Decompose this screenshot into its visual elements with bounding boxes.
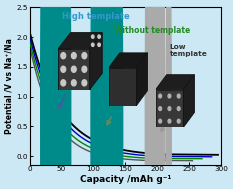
Circle shape — [151, 0, 155, 189]
Circle shape — [159, 107, 161, 111]
Circle shape — [168, 119, 171, 123]
Circle shape — [92, 35, 94, 38]
Circle shape — [55, 0, 61, 189]
Y-axis label: Potential /V vs Na⁺/Na: Potential /V vs Na⁺/Na — [5, 38, 14, 134]
Circle shape — [72, 53, 76, 59]
Circle shape — [61, 66, 66, 72]
Circle shape — [51, 0, 57, 189]
Circle shape — [177, 94, 180, 98]
Circle shape — [65, 0, 71, 189]
Circle shape — [52, 0, 58, 189]
Circle shape — [145, 0, 150, 189]
Circle shape — [160, 0, 165, 189]
Circle shape — [41, 0, 46, 189]
Circle shape — [153, 0, 158, 189]
Circle shape — [159, 94, 161, 98]
Circle shape — [91, 0, 96, 189]
Polygon shape — [109, 53, 147, 68]
Circle shape — [82, 66, 87, 72]
Circle shape — [72, 66, 76, 72]
Polygon shape — [58, 33, 102, 49]
Circle shape — [49, 0, 55, 189]
Circle shape — [110, 0, 115, 189]
Circle shape — [46, 0, 51, 189]
Circle shape — [98, 43, 100, 46]
Circle shape — [177, 119, 180, 123]
Circle shape — [61, 80, 66, 86]
Circle shape — [168, 107, 171, 111]
Circle shape — [113, 0, 118, 189]
Circle shape — [43, 0, 48, 189]
Circle shape — [82, 53, 87, 59]
Circle shape — [99, 0, 103, 189]
X-axis label: Capacity /mAh g⁻¹: Capacity /mAh g⁻¹ — [80, 175, 171, 184]
Circle shape — [61, 53, 66, 59]
Circle shape — [94, 0, 99, 189]
Circle shape — [166, 0, 171, 189]
Polygon shape — [109, 68, 136, 106]
Text: High template: High template — [62, 12, 130, 21]
Circle shape — [105, 0, 110, 189]
Circle shape — [177, 107, 180, 111]
Polygon shape — [156, 90, 183, 127]
Polygon shape — [183, 75, 195, 127]
Polygon shape — [136, 53, 147, 106]
Circle shape — [98, 35, 100, 38]
Circle shape — [159, 119, 161, 123]
Polygon shape — [58, 49, 90, 90]
Circle shape — [118, 0, 123, 189]
Circle shape — [72, 80, 76, 86]
Text: Low
template: Low template — [169, 44, 207, 57]
Circle shape — [155, 0, 160, 189]
Circle shape — [92, 43, 94, 46]
Circle shape — [58, 0, 64, 189]
Circle shape — [57, 0, 63, 189]
Circle shape — [168, 94, 171, 98]
Circle shape — [62, 0, 68, 189]
Circle shape — [103, 0, 107, 189]
Polygon shape — [156, 75, 195, 90]
Circle shape — [45, 0, 50, 189]
Text: Without template: Without template — [114, 26, 190, 35]
Polygon shape — [90, 33, 102, 90]
Circle shape — [82, 80, 87, 86]
